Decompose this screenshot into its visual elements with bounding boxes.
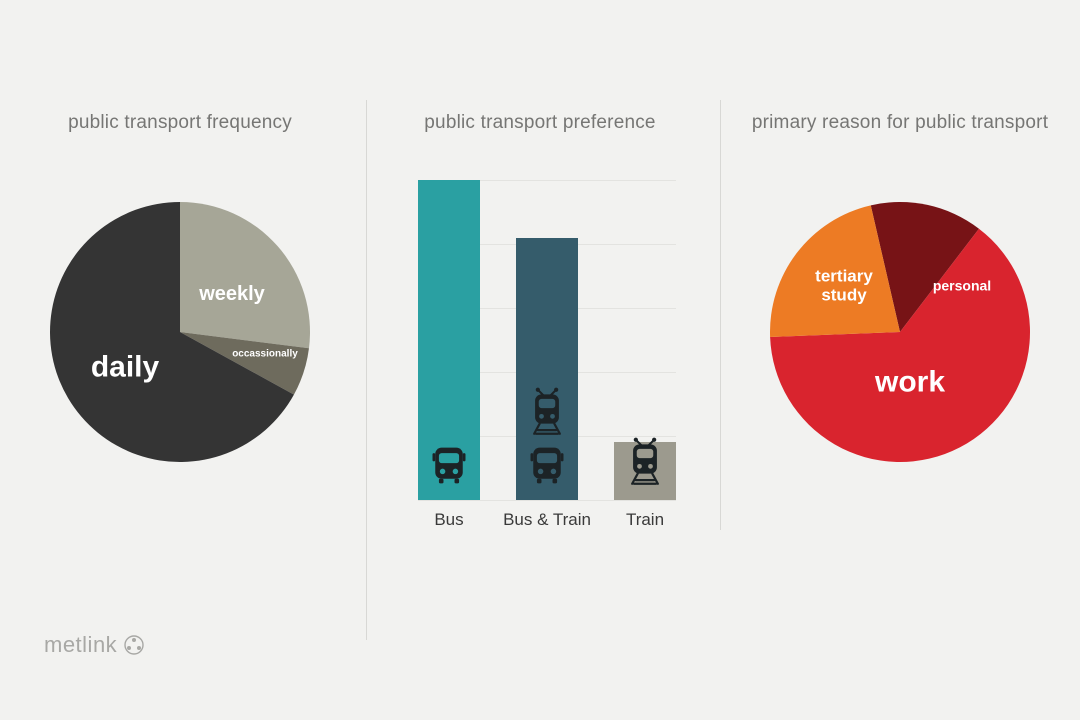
panel-frequency: public transport frequency weekly occassi… (0, 0, 360, 720)
reason-slice-label: tertiary study (815, 267, 873, 304)
metlink-logo: metlink (44, 632, 145, 658)
preference-gridline (418, 500, 676, 501)
frequency-svg (50, 202, 310, 462)
frequency-title: public transport frequency (0, 112, 360, 134)
preference-title: public transport preference (360, 112, 720, 134)
preference-bar (418, 180, 480, 500)
bus-icon-wrap (427, 443, 471, 492)
reason-pie: personal work tertiary study (770, 202, 1030, 462)
bus-icon (525, 443, 569, 487)
frequency-slice-label: daily (91, 351, 159, 384)
preference-bar (614, 442, 676, 500)
reason-slice-label: personal (933, 278, 991, 293)
logo-text: metlink (44, 632, 117, 658)
reason-svg (770, 202, 1030, 462)
logo-icon (123, 634, 145, 656)
bus-icon-wrap (525, 443, 569, 492)
preference-bar (516, 238, 578, 500)
infographic-page: public transport frequency weekly occassi… (0, 0, 1080, 720)
bus-icon (427, 443, 471, 487)
panel-reason: primary reason for public transport pers… (720, 0, 1080, 720)
train-icon-wrap (623, 436, 667, 492)
frequency-pie: weekly occassionally daily (50, 202, 310, 462)
frequency-slice (180, 202, 310, 348)
preference-bar-label: Train (585, 510, 705, 530)
panel-preference: public transport preference Bus (360, 0, 720, 720)
train-icon-wrap (525, 386, 569, 442)
frequency-slice-label: weekly (199, 283, 265, 305)
preference-barchart: Bus Bus & Train (418, 180, 676, 500)
train-icon (623, 436, 667, 487)
reason-slice-label: work (875, 366, 945, 399)
frequency-slice-label: occassionally (232, 349, 298, 360)
train-icon (525, 386, 569, 437)
reason-title: primary reason for public transport (720, 112, 1080, 134)
